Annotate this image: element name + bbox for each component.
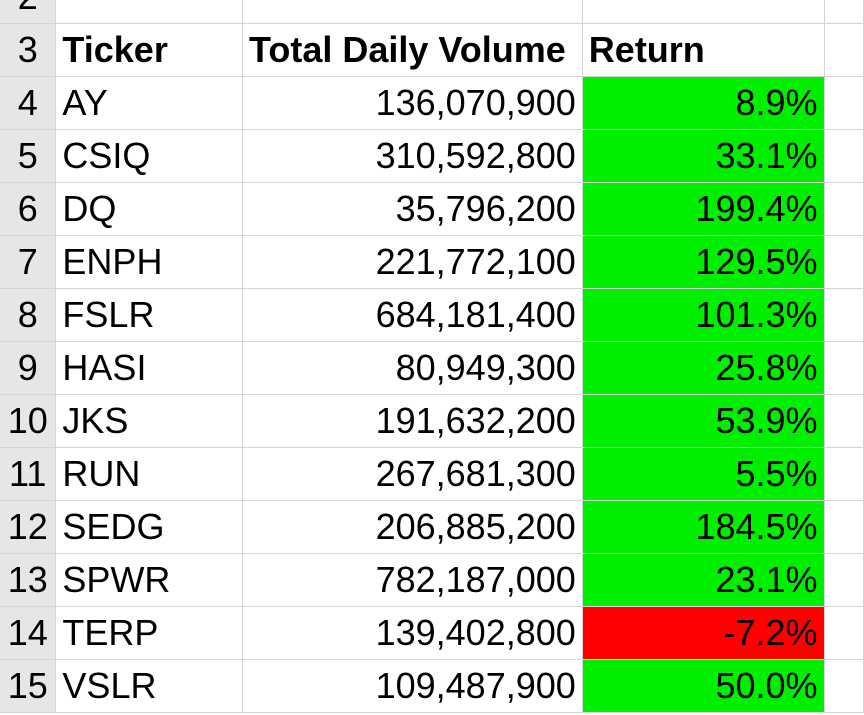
volume-cell[interactable]: 136,070,900 — [242, 76, 583, 130]
volume-cell[interactable]: 206,885,200 — [242, 500, 583, 554]
return-cell[interactable]: 199.4% — [582, 182, 825, 236]
row-header[interactable]: 9 — [0, 341, 57, 395]
return-cell[interactable]: -7.2% — [582, 606, 825, 660]
empty-cell[interactable] — [824, 500, 864, 554]
ticker-cell[interactable]: HASI — [55, 341, 244, 395]
row-header[interactable]: 4 — [0, 76, 57, 130]
empty-cell[interactable] — [824, 394, 864, 448]
table-row: 8 FSLR 684,181,400 101.3% — [0, 288, 864, 342]
empty-cell[interactable] — [824, 288, 864, 342]
empty-cell[interactable] — [824, 235, 864, 289]
empty-cell[interactable] — [824, 553, 864, 607]
volume-cell[interactable]: 267,681,300 — [242, 447, 583, 501]
volume-cell[interactable]: 35,796,200 — [242, 182, 583, 236]
volume-cell[interactable]: 139,402,800 — [242, 606, 583, 660]
table-row: 15 VSLR 109,487,900 50.0% — [0, 659, 864, 713]
table-row: 13 SPWR 782,187,000 23.1% — [0, 553, 864, 607]
empty-cell[interactable] — [824, 182, 864, 236]
row-header[interactable]: 10 — [0, 394, 57, 448]
volume-cell[interactable]: 684,181,400 — [242, 288, 583, 342]
return-cell[interactable]: 50.0% — [582, 659, 825, 713]
return-cell[interactable]: 184.5% — [582, 500, 825, 554]
return-cell[interactable]: 101.3% — [582, 288, 825, 342]
return-header-cell[interactable]: Return — [582, 23, 825, 77]
ticker-cell[interactable]: SEDG — [55, 500, 244, 554]
row-header[interactable]: 15 — [0, 659, 57, 713]
ticker-cell[interactable]: AY — [55, 76, 244, 130]
ticker-cell[interactable]: RUN — [55, 447, 244, 501]
return-cell[interactable]: 25.8% — [582, 341, 825, 395]
table-row: 14 TERP 139,402,800 -7.2% — [0, 606, 864, 660]
ticker-cell[interactable]: TERP — [55, 606, 244, 660]
table-row: 12 SEDG 206,885,200 184.5% — [0, 500, 864, 554]
empty-cell[interactable] — [824, 606, 864, 660]
return-cell[interactable]: 33.1% — [582, 129, 825, 183]
volume-cell[interactable]: 782,187,000 — [242, 553, 583, 607]
ticker-cell[interactable]: CSIQ — [55, 129, 244, 183]
return-cell[interactable]: 53.9% — [582, 394, 825, 448]
return-cell[interactable]: 8.9% — [582, 76, 825, 130]
return-cell[interactable]: 5.5% — [582, 447, 825, 501]
volume-header-cell[interactable]: Total Daily Volume — [242, 23, 583, 77]
table-row: 9 HASI 80,949,300 25.8% — [0, 341, 864, 395]
ticker-cell[interactable]: SPWR — [55, 553, 244, 607]
row-header[interactable]: 12 — [0, 500, 57, 554]
row-header[interactable]: 5 — [0, 129, 57, 183]
volume-cell[interactable]: 109,487,900 — [242, 659, 583, 713]
ticker-cell[interactable]: JKS — [55, 394, 244, 448]
row-header[interactable]: 14 — [0, 606, 57, 660]
row-header[interactable]: 7 — [0, 235, 57, 289]
empty-cell[interactable] — [824, 129, 864, 183]
row-header[interactable]: 13 — [0, 553, 57, 607]
empty-cell[interactable] — [824, 341, 864, 395]
ticker-cell[interactable]: DQ — [55, 182, 244, 236]
empty-cell[interactable] — [824, 659, 864, 713]
table-row: 11 RUN 267,681,300 5.5% — [0, 447, 864, 501]
row-header[interactable]: 3 — [0, 23, 57, 77]
ticker-cell[interactable]: FSLR — [55, 288, 244, 342]
table-row: 7 ENPH 221,772,100 129.5% — [0, 235, 864, 289]
empty-cell[interactable] — [55, 0, 244, 24]
return-cell[interactable]: 129.5% — [582, 235, 825, 289]
volume-cell[interactable]: 221,772,100 — [242, 235, 583, 289]
row-header[interactable]: 6 — [0, 182, 57, 236]
ticker-cell[interactable]: VSLR — [55, 659, 244, 713]
volume-cell[interactable]: 310,592,800 — [242, 129, 583, 183]
header-row: 3 Ticker Total Daily Volume Return — [0, 23, 864, 77]
ticker-cell[interactable]: ENPH — [55, 235, 244, 289]
row-header[interactable]: 11 — [0, 447, 57, 501]
table-row: 5 CSIQ 310,592,800 33.1% — [0, 129, 864, 183]
row-header[interactable]: 8 — [0, 288, 57, 342]
table-row: 10 JKS 191,632,200 53.9% — [0, 394, 864, 448]
empty-cell[interactable] — [582, 0, 825, 24]
sheet-row: 2 — [0, 0, 864, 24]
table-row: 4 AY 136,070,900 8.9% — [0, 76, 864, 130]
empty-cell[interactable] — [824, 76, 864, 130]
return-cell[interactable]: 23.1% — [582, 553, 825, 607]
volume-cell[interactable]: 80,949,300 — [242, 341, 583, 395]
empty-cell[interactable] — [242, 0, 583, 24]
row-header[interactable]: 2 — [0, 0, 57, 24]
empty-cell[interactable] — [824, 447, 864, 501]
empty-cell[interactable] — [824, 0, 864, 24]
table-row: 6 DQ 35,796,200 199.4% — [0, 182, 864, 236]
ticker-header-cell[interactable]: Ticker — [55, 23, 244, 77]
empty-cell[interactable] — [824, 23, 864, 77]
volume-cell[interactable]: 191,632,200 — [242, 394, 583, 448]
